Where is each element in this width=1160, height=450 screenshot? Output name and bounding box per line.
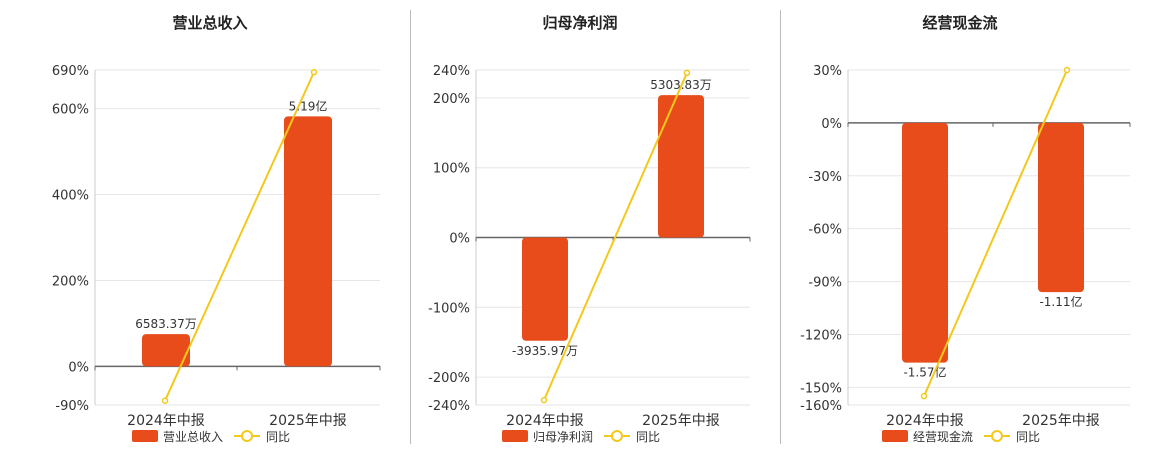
- x-tick-label: 2024年中报: [127, 413, 205, 429]
- legend-bar-swatch: [132, 430, 158, 442]
- legend-line-label: 同比: [266, 430, 290, 444]
- y-tick-label: 100%: [433, 162, 470, 177]
- bar-data-label: -3935.97万: [512, 344, 578, 358]
- bar: [284, 116, 332, 367]
- bar-data-label: 5.19亿: [289, 98, 328, 113]
- x-tick-label: 2025年中报: [1022, 413, 1100, 429]
- x-tick-label: 2024年中报: [506, 413, 584, 429]
- y-tick-label: 0%: [68, 360, 89, 375]
- legend-bar-swatch: [882, 430, 908, 442]
- y-tick-label: 0%: [821, 117, 842, 132]
- y-tick-label: -150%: [800, 381, 842, 396]
- y-tick-label: -120%: [800, 328, 842, 343]
- yoy-point: [920, 392, 928, 400]
- y-tick-label: -60%: [808, 223, 842, 238]
- chart-revenue: 营业总收入 690% 600% 400% 200% 0% -90% 6583.37万 5.19亿…: [52, 14, 381, 444]
- bar-data-label: 6583.37万: [135, 317, 197, 331]
- legend-bar-label: 经营现金流: [913, 429, 973, 444]
- legend-bar-label: 营业总收入: [163, 430, 223, 444]
- y-tick-label: 240%: [433, 64, 470, 79]
- bar: [522, 237, 568, 341]
- bar: [658, 95, 704, 238]
- y-tick-label: 200%: [52, 274, 89, 289]
- panel-divider: [410, 10, 411, 444]
- y-tick-label: 400%: [52, 189, 89, 204]
- x-tick-label: 2025年中报: [642, 413, 720, 429]
- bar-data-label: -1.11亿: [1039, 294, 1082, 309]
- legend-bar-swatch: [502, 430, 528, 442]
- y-tick-label: -240%: [428, 399, 470, 414]
- x-tick-label: 2025年中报: [269, 413, 347, 429]
- chart-net-profit: 归母净利润 240% 200% 100% 0% -100% -200% -240% -3935.…: [428, 14, 751, 444]
- y-tick-label: -200%: [428, 371, 470, 386]
- yoy-point: [161, 397, 169, 404]
- yoy-line: [543, 72, 688, 401]
- y-tick-label: -160%: [800, 399, 842, 414]
- legend-line-marker: [991, 430, 1003, 442]
- bar: [902, 122, 948, 363]
- yoy-line: [164, 71, 315, 402]
- yoy-point: [540, 396, 548, 404]
- y-tick-label: 690%: [52, 64, 89, 79]
- legend-bar-label: 归母净利润: [533, 430, 593, 444]
- y-tick-label: -90%: [808, 276, 842, 291]
- legend-line-marker: [241, 430, 253, 442]
- panel-divider: [780, 10, 781, 444]
- y-tick-label: -90%: [55, 399, 89, 414]
- chart-title: 营业总收入: [172, 14, 247, 32]
- yoy-point: [310, 68, 318, 76]
- chart-operating-cashflow: 经营现金流 30% 0% -30% -60% -90% -120% -150% -160% -1.…: [800, 14, 1131, 444]
- chart-title: 经营现金流: [922, 14, 997, 32]
- bar: [1038, 122, 1084, 293]
- legend-line-label: 同比: [1016, 430, 1040, 444]
- yoy-point: [683, 69, 691, 77]
- legend-line-label: 同比: [636, 430, 660, 444]
- y-tick-label: 0%: [449, 232, 470, 247]
- y-tick-label: 200%: [433, 92, 470, 107]
- legend-line-marker: [611, 430, 623, 442]
- yoy-point: [1063, 66, 1071, 74]
- y-tick-label: -30%: [808, 170, 842, 185]
- y-tick-label: 30%: [813, 64, 842, 79]
- bar: [142, 334, 190, 367]
- y-tick-label: -100%: [428, 301, 470, 316]
- x-tick-label: 2024年中报: [886, 413, 964, 429]
- chart-title: 归母净利润: [542, 14, 617, 32]
- bar-data-label: -1.57亿: [903, 365, 946, 380]
- y-tick-label: 600%: [52, 103, 89, 118]
- yoy-line: [923, 69, 1068, 397]
